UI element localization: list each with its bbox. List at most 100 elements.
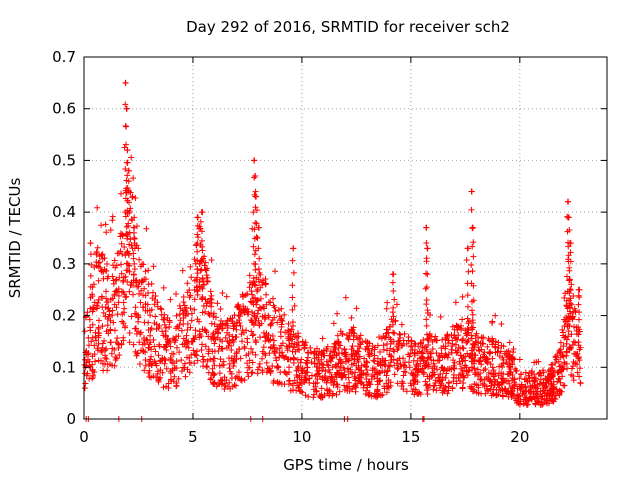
data-point <box>314 376 321 383</box>
data-point <box>89 361 96 368</box>
data-point <box>238 377 245 384</box>
data-point <box>224 325 231 331</box>
data-point <box>499 363 506 370</box>
data-point <box>209 334 216 341</box>
data-point <box>194 240 201 247</box>
data-point <box>321 377 328 384</box>
data-point <box>285 381 292 388</box>
data-point <box>498 320 505 327</box>
data-point <box>390 271 397 278</box>
data-point <box>390 304 397 311</box>
data-point <box>492 312 499 319</box>
data-point <box>260 344 267 351</box>
data-point <box>261 333 268 340</box>
data-point <box>439 376 446 383</box>
data-point <box>125 220 132 227</box>
data-point <box>522 384 529 391</box>
data-point <box>365 392 372 399</box>
data-point <box>469 243 476 250</box>
data-point <box>424 390 431 397</box>
data-point <box>89 353 96 360</box>
data-point <box>325 375 332 382</box>
data-point <box>386 363 393 370</box>
data-point <box>423 297 430 304</box>
data-point <box>89 366 96 373</box>
data-point <box>294 379 301 386</box>
data-point <box>171 373 178 380</box>
data-point <box>102 221 109 228</box>
data-point <box>384 367 391 374</box>
data-point <box>86 316 93 323</box>
data-point <box>472 332 479 339</box>
data-point <box>134 350 141 357</box>
data-point <box>140 292 147 299</box>
data-point <box>281 355 288 362</box>
data-point <box>468 188 475 195</box>
data-point <box>194 316 201 323</box>
data-point <box>409 388 416 395</box>
data-point <box>576 328 583 335</box>
data-point <box>201 253 208 260</box>
data-point <box>469 326 476 333</box>
data-point <box>424 381 431 388</box>
data-point <box>438 380 445 387</box>
data-point <box>146 344 153 351</box>
data-point <box>267 299 274 306</box>
data-point <box>131 245 138 252</box>
data-point <box>160 384 167 391</box>
data-point <box>296 388 303 395</box>
data-point <box>457 352 464 359</box>
data-point <box>344 335 351 342</box>
data-point <box>489 380 496 387</box>
data-point <box>396 330 403 337</box>
data-point <box>241 345 248 352</box>
data-point <box>287 356 294 363</box>
data-point <box>365 379 372 386</box>
data-point <box>503 377 510 384</box>
data-point <box>448 346 455 353</box>
data-point <box>226 360 233 367</box>
data-point <box>87 251 94 258</box>
data-point <box>301 367 308 374</box>
data-point <box>204 363 211 370</box>
data-point <box>148 374 155 381</box>
data-point <box>362 364 369 371</box>
data-point <box>254 370 261 377</box>
data-point <box>236 320 243 327</box>
data-point <box>188 310 195 317</box>
data-point <box>468 335 475 342</box>
data-point <box>203 329 210 336</box>
data-point <box>543 392 550 399</box>
data-point <box>490 367 497 374</box>
y-tick-label: 0.4 <box>52 203 76 221</box>
data-point <box>318 352 325 359</box>
data-point <box>522 397 529 404</box>
data-point <box>566 344 573 351</box>
data-point <box>381 369 388 376</box>
grid-lines <box>84 57 607 419</box>
data-point <box>94 299 101 306</box>
data-point <box>130 271 137 278</box>
data-point <box>482 390 489 397</box>
data-point <box>286 364 293 371</box>
data-point <box>252 172 259 179</box>
data-point <box>400 380 407 387</box>
data-point <box>86 375 93 382</box>
data-point <box>239 291 246 298</box>
data-point <box>358 362 365 369</box>
data-point <box>484 359 491 366</box>
data-point <box>129 194 136 201</box>
data-point <box>194 266 201 273</box>
data-point <box>470 297 477 304</box>
data-point <box>252 261 259 268</box>
data-point <box>87 272 94 279</box>
data-point <box>132 194 139 201</box>
data-point <box>423 284 430 291</box>
data-point <box>442 343 449 350</box>
data-point <box>250 321 257 328</box>
data-point <box>563 352 570 359</box>
data-point <box>335 339 342 346</box>
data-point <box>355 374 362 381</box>
data-point <box>373 369 380 376</box>
y-tick-label: 0.7 <box>52 48 76 66</box>
